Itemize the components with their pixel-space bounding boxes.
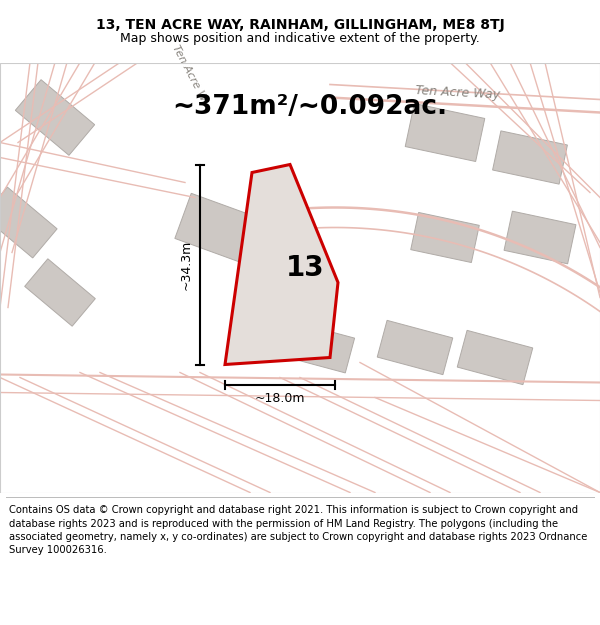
Polygon shape <box>405 104 485 161</box>
Text: Ten Acre W...: Ten Acre W... <box>170 43 214 112</box>
Polygon shape <box>0 187 57 258</box>
Text: 13, TEN ACRE WAY, RAINHAM, GILLINGHAM, ME8 8TJ: 13, TEN ACRE WAY, RAINHAM, GILLINGHAM, M… <box>95 18 505 32</box>
Polygon shape <box>457 331 533 384</box>
Polygon shape <box>25 259 95 326</box>
Text: 13: 13 <box>286 254 325 282</box>
Polygon shape <box>175 193 255 262</box>
Text: ~371m²/~0.092ac.: ~371m²/~0.092ac. <box>172 94 448 121</box>
Polygon shape <box>493 131 568 184</box>
Polygon shape <box>286 322 355 373</box>
Text: Map shows position and indicative extent of the property.: Map shows position and indicative extent… <box>120 32 480 45</box>
Text: Ten Acre Way: Ten Acre Way <box>415 84 500 101</box>
Polygon shape <box>377 321 453 374</box>
Polygon shape <box>411 213 479 262</box>
Text: Contains OS data © Crown copyright and database right 2021. This information is : Contains OS data © Crown copyright and d… <box>9 506 587 555</box>
Polygon shape <box>16 79 95 156</box>
Text: ~34.3m: ~34.3m <box>179 239 193 289</box>
Text: ~18.0m: ~18.0m <box>255 392 305 405</box>
Polygon shape <box>225 164 338 364</box>
Polygon shape <box>504 211 576 264</box>
